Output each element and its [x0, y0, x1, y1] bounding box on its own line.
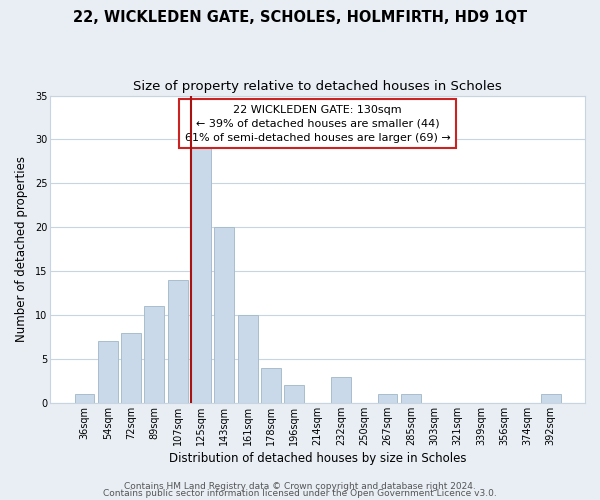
Bar [238, 315, 257, 403]
Bar [214, 228, 234, 403]
Bar [331, 376, 351, 403]
Bar [168, 280, 188, 403]
X-axis label: Distribution of detached houses by size in Scholes: Distribution of detached houses by size … [169, 452, 466, 465]
Title: Size of property relative to detached houses in Scholes: Size of property relative to detached ho… [133, 80, 502, 93]
Bar [377, 394, 397, 403]
Bar [284, 386, 304, 403]
Text: 22 WICKLEDEN GATE: 130sqm
← 39% of detached houses are smaller (44)
61% of semi-: 22 WICKLEDEN GATE: 130sqm ← 39% of detac… [185, 105, 451, 143]
Text: 22, WICKLEDEN GATE, SCHOLES, HOLMFIRTH, HD9 1QT: 22, WICKLEDEN GATE, SCHOLES, HOLMFIRTH, … [73, 10, 527, 25]
Text: Contains HM Land Registry data © Crown copyright and database right 2024.: Contains HM Land Registry data © Crown c… [124, 482, 476, 491]
Bar [401, 394, 421, 403]
Bar [98, 342, 118, 403]
Bar [541, 394, 560, 403]
Bar [145, 306, 164, 403]
Bar [261, 368, 281, 403]
Y-axis label: Number of detached properties: Number of detached properties [15, 156, 28, 342]
Text: Contains public sector information licensed under the Open Government Licence v3: Contains public sector information licen… [103, 489, 497, 498]
Bar [191, 148, 211, 403]
Bar [121, 332, 141, 403]
Bar [74, 394, 94, 403]
